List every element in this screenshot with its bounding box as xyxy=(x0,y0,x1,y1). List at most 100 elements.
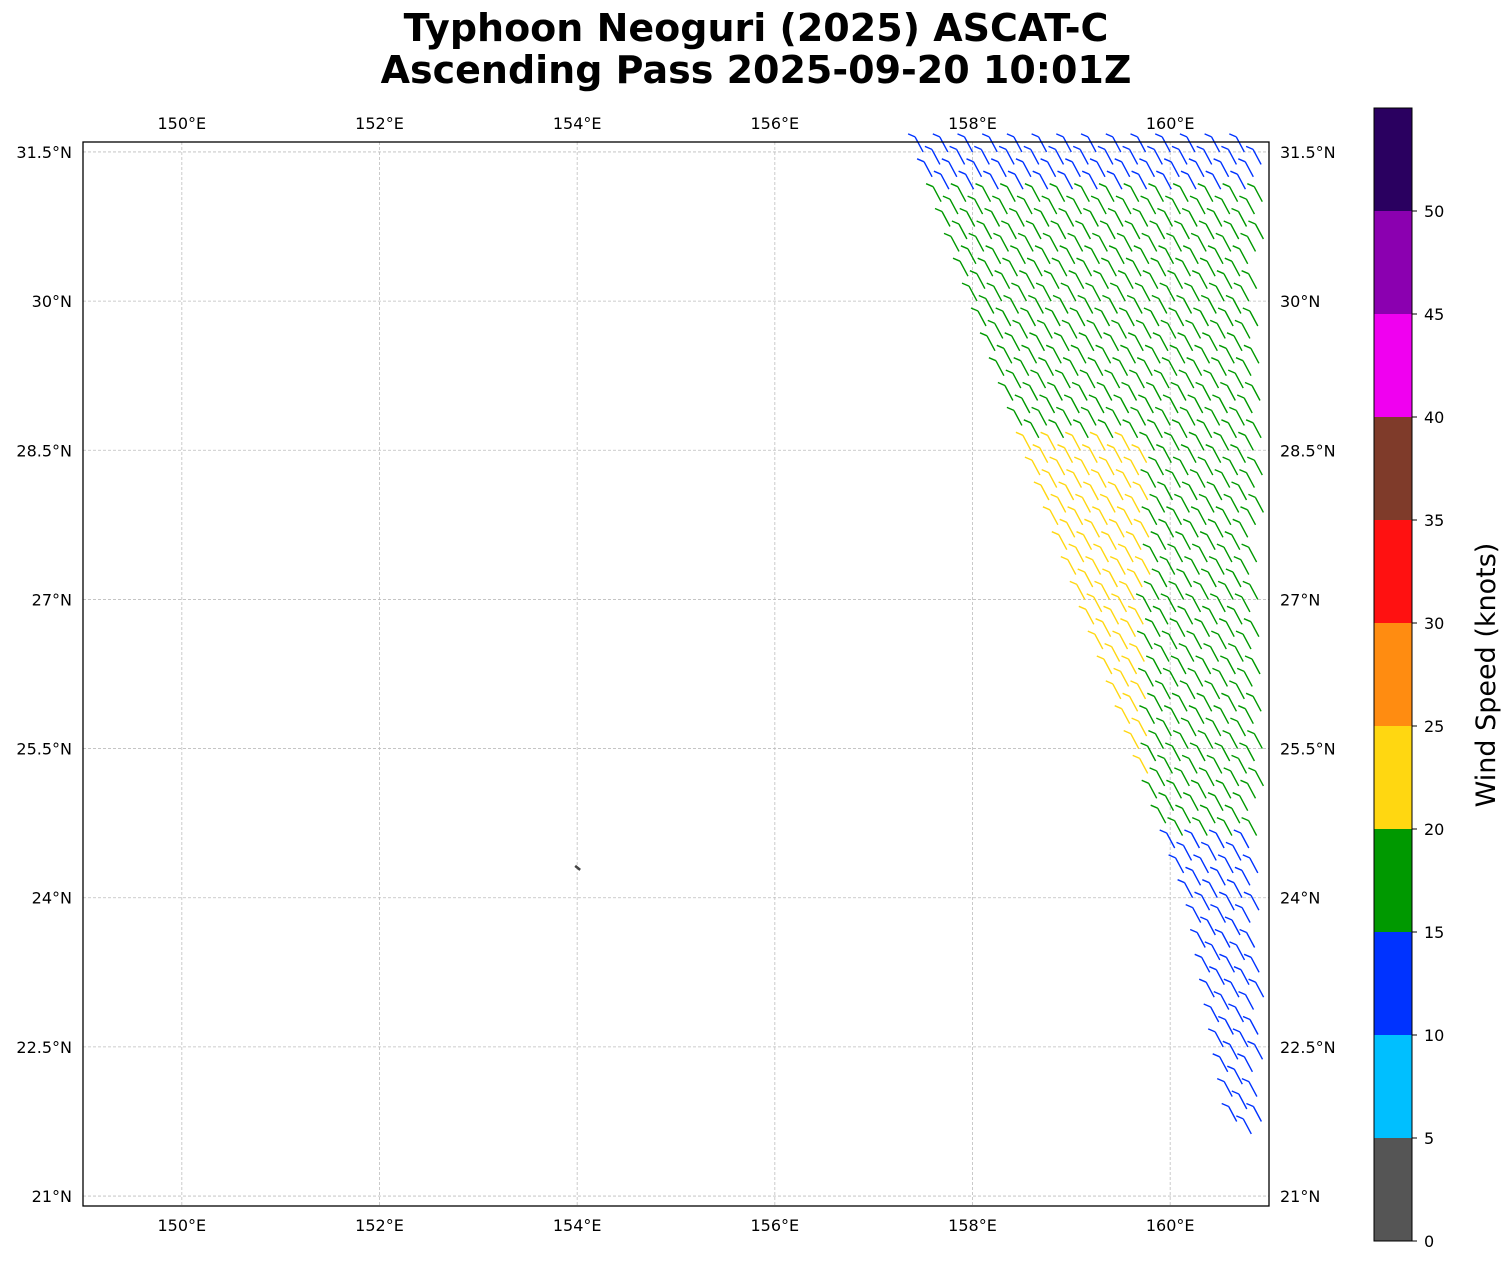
wind-barb-335 xyxy=(1075,493,1092,513)
wind-barb-146 xyxy=(994,270,1011,290)
wind-barb-519 xyxy=(1209,866,1226,886)
wind-barb-266 xyxy=(1236,394,1253,414)
lat-tick-left-3: 25.5°N xyxy=(16,740,72,759)
lon-tick-top-0: 150°E xyxy=(158,114,207,133)
wind-barb-281 xyxy=(1122,419,1139,439)
wind-barb-348 xyxy=(1166,506,1183,526)
wind-barb-262 xyxy=(1138,394,1154,414)
wind-barb-156 xyxy=(1241,270,1258,290)
wind-barb-110 xyxy=(993,232,1010,252)
wind-barbs xyxy=(907,133,1265,1135)
wind-barb-38 xyxy=(1163,158,1180,178)
wind-barb-160 xyxy=(1035,282,1052,302)
wind-barb-86 xyxy=(1033,207,1050,227)
lat-tick-right-5: 28.5°N xyxy=(1280,441,1336,460)
wind-barb-401 xyxy=(1135,593,1152,613)
wind-barb-363 xyxy=(1125,531,1142,551)
wind-barb-202 xyxy=(1234,319,1251,339)
wind-barb-241 xyxy=(1129,369,1145,389)
wind-barb-282 xyxy=(1147,419,1163,439)
wind-barb-41 xyxy=(1238,158,1254,178)
wind-barb-97 xyxy=(1001,220,1017,240)
wind-barb-459 xyxy=(1139,705,1156,725)
wind-barb-293 xyxy=(1163,431,1180,451)
wind-barb-426 xyxy=(1235,630,1252,650)
wind-barb-535 xyxy=(1204,941,1221,961)
wind-barb-333 xyxy=(1231,481,1248,501)
wind-barb-479 xyxy=(1239,742,1256,762)
wind-barb-152 xyxy=(1142,270,1159,290)
wind-barb-431 xyxy=(1203,642,1220,662)
wind-barb-562 xyxy=(1246,1102,1263,1122)
colorbar-tick-2: 10 xyxy=(1424,1026,1444,1045)
wind-barb-35 xyxy=(1089,158,1106,178)
wind-barb-561 xyxy=(1221,1102,1238,1122)
wind-barb-292 xyxy=(1139,431,1156,451)
wind-barb-325 xyxy=(1033,481,1050,501)
wind-barb-143 xyxy=(1199,257,1216,277)
wind-barb-261 xyxy=(1113,394,1130,414)
wind-barb-404 xyxy=(1209,593,1226,613)
wind-barb-287 xyxy=(1015,431,1032,451)
lat-tick-left-5: 28.5°N xyxy=(16,441,72,460)
wind-barb-178 xyxy=(1200,294,1217,314)
wind-barb-299 xyxy=(1081,444,1098,464)
wind-barb-114 xyxy=(1092,232,1108,252)
wind-barb-29 xyxy=(941,158,958,178)
wind-barb-107 xyxy=(1248,220,1265,240)
wind-barb-98 xyxy=(1025,220,1042,240)
wind-barb-505 xyxy=(1216,816,1233,836)
wind-barb-350 xyxy=(1215,506,1232,526)
wind-barb-199 xyxy=(1160,319,1177,339)
colorbar-swatch-10 xyxy=(1374,108,1412,211)
wind-barb-128 xyxy=(1133,245,1150,265)
wind-barb-79 xyxy=(1189,195,1206,215)
wind-barb-58 xyxy=(999,183,1016,203)
wind-barb-394 xyxy=(1143,580,1160,600)
wind-barb-54 xyxy=(1230,170,1247,190)
wind-barb-306 xyxy=(1024,456,1041,476)
wind-barb-123 xyxy=(1010,245,1026,265)
wind-barb-219 xyxy=(1120,344,1137,364)
wind-barb-158 xyxy=(986,282,1003,302)
wind-barb-420 xyxy=(1087,630,1104,650)
wind-barb-245 xyxy=(1227,369,1244,389)
wind-barb-353 xyxy=(1084,518,1101,538)
wind-barb-31 xyxy=(990,158,1007,178)
wind-barb-416 xyxy=(1169,618,1186,638)
wind-barb-259 xyxy=(1063,394,1080,414)
wind-barb-32 xyxy=(1015,158,1032,178)
lon-tick-top-2: 154°E xyxy=(553,114,602,133)
wind-barb-393 xyxy=(1118,580,1135,600)
wind-barb-193 xyxy=(1012,319,1029,339)
wind-barb-346 xyxy=(1116,506,1133,526)
wind-barb-237 xyxy=(1030,369,1047,389)
wind-barb-129 xyxy=(1158,245,1175,265)
wind-barb-48 xyxy=(1081,170,1098,190)
wind-barb-330 xyxy=(1157,481,1174,501)
wind-barb-181 xyxy=(995,307,1012,327)
wind-barb-4 xyxy=(1006,133,1023,153)
wind-barb-477 xyxy=(1189,742,1206,762)
wind-barb-136 xyxy=(1026,257,1043,277)
wind-barb-498 xyxy=(1232,792,1249,812)
wind-barb-360 xyxy=(1051,531,1068,551)
wind-barb-258 xyxy=(1039,394,1056,414)
wind-barb-268 xyxy=(1031,406,1048,426)
wind-barb-441 xyxy=(1138,667,1154,687)
wind-barb-454 xyxy=(1171,692,1188,712)
wind-barb-563 xyxy=(1236,1115,1252,1135)
wind-barb-312 xyxy=(1172,456,1189,476)
wind-barb-133 xyxy=(952,257,969,277)
wind-barb-302 xyxy=(1156,444,1172,464)
wind-barb-510 xyxy=(1233,829,1250,849)
wind-barb-361 xyxy=(1076,531,1093,551)
lat-tick-right-6: 30°N xyxy=(1280,292,1320,311)
wind-barb-449 xyxy=(1179,680,1196,700)
wind-barb-547 xyxy=(1203,1003,1220,1023)
wind-barb-195 xyxy=(1061,319,1078,339)
lat-tick-right-3: 25.5°N xyxy=(1280,740,1336,759)
wind-barb-450 xyxy=(1204,680,1221,700)
wind-barb-436 xyxy=(1170,655,1187,675)
wind-barb-405 xyxy=(1234,593,1251,613)
